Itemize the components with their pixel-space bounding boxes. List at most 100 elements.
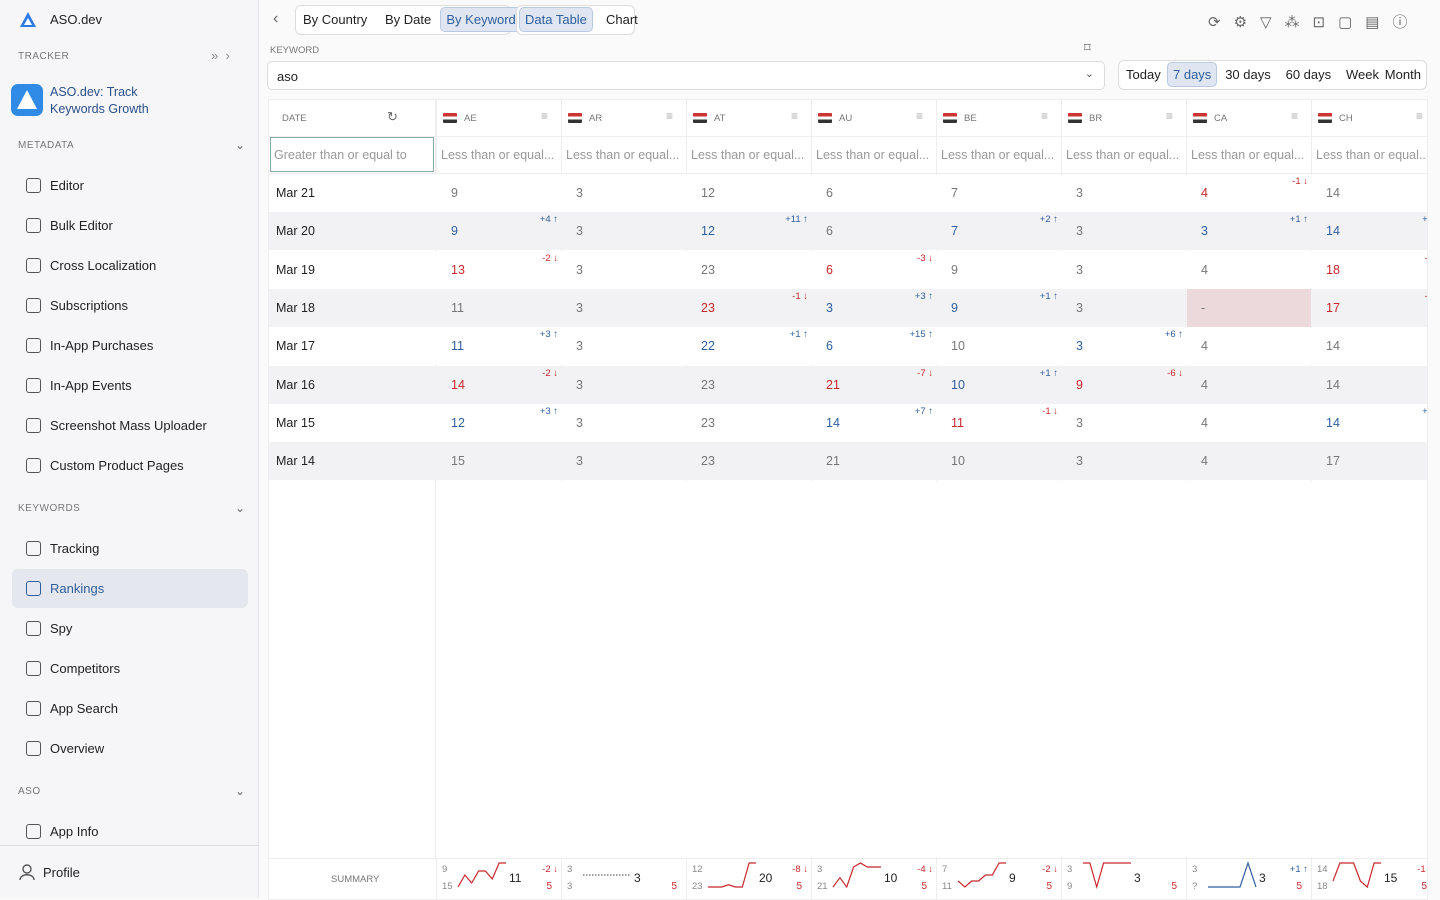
summary-change: -8 ↓ xyxy=(792,864,808,875)
menu[interactable]: ≡ xyxy=(541,109,549,123)
date-filter xyxy=(270,137,434,172)
date-filter-text[interactable]: Greater than or equal to xyxy=(274,148,407,162)
summary-value: 11 xyxy=(509,871,522,885)
tab[interactable]: Data Table xyxy=(519,7,593,32)
collapse[interactable]: ⌄ xyxy=(235,501,246,515)
expand[interactable]: » › xyxy=(211,48,230,63)
summary-value: 9 xyxy=(1009,871,1016,885)
menu[interactable]: ≡ xyxy=(1041,109,1049,123)
back[interactable]: ‹ xyxy=(273,10,279,27)
value-filter[interactable]: Less than or equal... xyxy=(816,148,930,162)
cell-value: 3 xyxy=(1076,300,1083,315)
cell-change: +1 ↑ xyxy=(1289,214,1308,226)
value-filter[interactable]: Less than or equal... xyxy=(1316,148,1428,162)
sparkline-box xyxy=(457,862,506,888)
value-filter[interactable]: Less than or equal... xyxy=(1191,148,1305,162)
tab[interactable]: By Country xyxy=(303,12,368,27)
tab[interactable]: 60 days xyxy=(1285,67,1332,82)
cell-value: 3 xyxy=(576,415,583,430)
refresh[interactable]: ↻ xyxy=(387,109,398,124)
cell-value: 3 xyxy=(576,262,583,277)
nav-item[interactable]: Bulk Editor xyxy=(50,218,113,233)
cell-change: -1 ↓ xyxy=(1042,405,1058,417)
nav-item[interactable]: Cross Localization xyxy=(50,258,157,273)
menu[interactable]: ≡ xyxy=(1416,109,1424,123)
value-filter[interactable]: Less than or equal... xyxy=(1066,148,1180,162)
nav-item[interactable]: App Info xyxy=(50,824,99,839)
menu[interactable]: ≡ xyxy=(791,109,799,123)
nav-item[interactable]: Competitors xyxy=(50,661,121,676)
cell-value: 6 xyxy=(826,224,833,239)
keyword-label: KEYWORD xyxy=(270,45,320,56)
menu[interactable]: ≡ xyxy=(1291,109,1299,123)
cell-change: -1 xyxy=(1424,252,1428,264)
collapse[interactable]: ⌄ xyxy=(235,138,246,152)
summary-count: 5 xyxy=(921,881,927,892)
summary-label: SUMMARY xyxy=(331,874,380,885)
nav-item[interactable]: App Search xyxy=(50,701,118,716)
tab[interactable]: Today xyxy=(1126,67,1161,82)
header-row xyxy=(269,100,1427,137)
value-filter[interactable]: Less than or equal... xyxy=(441,148,555,162)
profile[interactable]: Profile xyxy=(43,865,80,880)
sparkline-box xyxy=(832,862,881,889)
nav-icon xyxy=(26,541,41,556)
sparkline xyxy=(1208,861,1257,888)
toolbar-icons[interactable]: ⟳⚙▽⁂⊡▢▤ⓘ xyxy=(1208,14,1421,31)
flag xyxy=(1068,113,1082,123)
nav-icon xyxy=(26,458,41,473)
nav-item[interactable]: Overview xyxy=(50,741,105,756)
data-table: DATE ↻ Greater than or equal to AE ≡ Less tha… xyxy=(268,99,1428,900)
nav-item[interactable]: Editor xyxy=(50,178,84,193)
date-header: DATE xyxy=(282,113,307,124)
cell-value: 11 xyxy=(451,339,464,354)
tab[interactable]: By Date xyxy=(385,12,432,27)
column-header: AR xyxy=(589,113,603,124)
nav-item[interactable]: Tracking xyxy=(50,541,100,556)
sparkline xyxy=(957,862,1006,888)
summary-row xyxy=(269,858,1427,899)
tab[interactable]: 30 days xyxy=(1225,67,1271,82)
nav-item[interactable]: Spy xyxy=(50,621,73,636)
collapse[interactable]: ⌄ xyxy=(235,784,246,798)
column-header: AT xyxy=(714,113,726,124)
summary-count: 5 xyxy=(1171,881,1177,892)
cell-value: 17 xyxy=(1326,300,1340,315)
summary-value: 3 xyxy=(634,871,641,885)
nav-item[interactable]: Screenshot Mass Uploader xyxy=(50,418,207,433)
menu[interactable]: ≡ xyxy=(1166,109,1174,123)
row xyxy=(269,442,1427,481)
tab[interactable]: Month xyxy=(1384,67,1421,82)
tab[interactable]: Chart xyxy=(606,12,638,27)
flag xyxy=(693,113,707,123)
value-filter[interactable]: Less than or equal... xyxy=(941,148,1055,162)
keyword-select[interactable]: aso ⌄ xyxy=(267,61,1105,90)
value-filter[interactable]: Less than or equal... xyxy=(566,148,680,162)
nav-item[interactable]: Custom Product Pages xyxy=(50,458,184,473)
nav-item[interactable]: Rankings xyxy=(50,581,105,596)
summary-bottom: 9 xyxy=(1067,881,1073,892)
nav-item[interactable]: Subscriptions xyxy=(50,298,129,313)
date: Mar 18 xyxy=(276,300,315,315)
summary-count: 5 xyxy=(671,881,677,892)
main: ‹ By Country By Date By Keyword Data Table… xyxy=(258,0,1440,900)
nav-item[interactable]: In-App Purchases xyxy=(50,338,154,353)
section-title: METADATA xyxy=(18,140,75,151)
menu[interactable]: ≡ xyxy=(666,109,674,123)
tab[interactable]: By Keyword xyxy=(440,7,522,32)
nav-item[interactable]: In-App Events xyxy=(50,378,132,393)
cell-change: +3 ↑ xyxy=(539,405,558,417)
tab[interactable]: Week xyxy=(1346,67,1379,82)
tab[interactable]: 7 days xyxy=(1167,62,1218,87)
nav-icon xyxy=(26,701,41,716)
col-border xyxy=(1186,858,1187,899)
col-border xyxy=(561,858,562,899)
cell-change: +7 ↑ xyxy=(914,405,933,417)
keyword-value: aso xyxy=(277,69,298,84)
summary-top: 3 xyxy=(1067,864,1073,875)
bookmark[interactable]: ⌑ xyxy=(1084,40,1091,55)
column-header: BE xyxy=(964,113,977,124)
menu[interactable]: ≡ xyxy=(916,109,924,123)
value-filter[interactable]: Less than or equal... xyxy=(691,148,805,162)
section-title: ASO xyxy=(18,786,41,797)
